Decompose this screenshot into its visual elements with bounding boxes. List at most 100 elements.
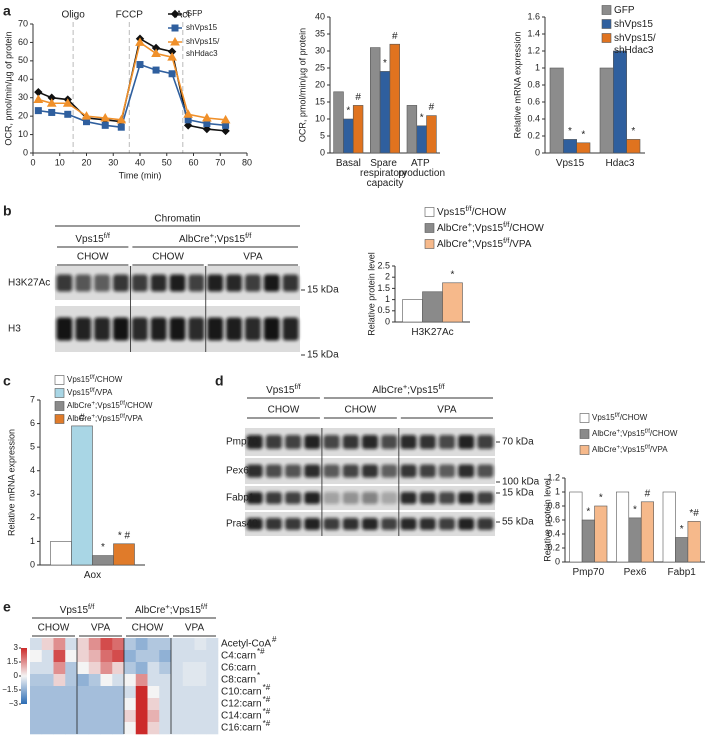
y-tick-label: 0.8 — [527, 79, 540, 89]
colorbar-tick-label: 0 — [14, 671, 19, 680]
blot-band — [361, 464, 379, 478]
genotype-label-part: f/f — [295, 382, 302, 391]
blot-band — [113, 274, 129, 292]
legend-label-part: /VPA — [125, 414, 143, 423]
heat-cell — [171, 698, 184, 711]
significance-mark: * — [586, 507, 590, 518]
genotype-label-part: ;Vps15 — [214, 234, 246, 245]
y-tick-label: 1.2 — [527, 45, 540, 55]
diet-label: CHOW — [152, 252, 184, 263]
blot-band — [438, 464, 455, 478]
heat-cell — [194, 710, 207, 723]
blot-band — [94, 317, 111, 341]
heat-cell — [147, 686, 160, 699]
heat-cell — [65, 698, 78, 711]
blot-band — [207, 317, 224, 341]
y-axis-label: OCR, pmol/min/µg of protein — [297, 28, 307, 142]
blot-row-label: Pras40 — [226, 519, 258, 530]
heat-cell — [135, 686, 148, 699]
blot-band — [304, 435, 321, 449]
bar — [402, 299, 423, 323]
y-tick-label: 0.4 — [527, 113, 540, 123]
y-tick-label: 0.4 — [547, 528, 560, 538]
blot-row-label: H3 — [8, 324, 21, 335]
heat-cell — [53, 638, 66, 651]
size-marker: 15 kDa — [307, 285, 339, 296]
blot-band — [419, 464, 436, 478]
point — [183, 109, 194, 118]
blot-band — [304, 464, 321, 478]
blot-band — [285, 435, 302, 449]
genotype-label: AlbCre+;Vps15f/f — [179, 231, 252, 245]
blot-band — [438, 492, 455, 504]
significance-mark: * — [451, 269, 455, 280]
annotation-label: Oligo — [61, 10, 85, 21]
genotype-label-part: ;Vps15 — [407, 385, 439, 396]
heat-cell — [159, 650, 172, 663]
y-axis-label: Relative protein level — [542, 478, 552, 562]
genotype-label-part: Vps15 — [75, 234, 104, 245]
bar — [626, 139, 641, 154]
point — [135, 37, 145, 46]
bar — [422, 291, 443, 323]
bar — [352, 105, 364, 154]
blot-band — [323, 464, 340, 478]
heat-cell — [194, 638, 207, 651]
x-tick-label-line: Fabp1 — [667, 567, 696, 578]
heat-cell — [112, 722, 125, 735]
significance-mark: * — [631, 126, 635, 137]
genotype-label: AlbCre+;Vps15f/f — [135, 602, 208, 616]
significance-mark: *# — [257, 647, 265, 656]
legend-label-part: /CHOW — [95, 375, 123, 384]
y-tick-label: 20 — [315, 79, 325, 89]
legend-label: Vps15f/f/CHOW — [67, 375, 123, 385]
point — [101, 121, 109, 129]
y-tick-label: 0 — [320, 147, 325, 157]
bar — [569, 491, 583, 563]
blot-band — [342, 435, 359, 449]
heat-cell — [182, 674, 195, 687]
genotype-label: AlbCre+;Vps15f/f — [372, 382, 445, 396]
blot-band — [75, 274, 92, 292]
heat-cell — [171, 650, 184, 663]
heat-cell — [100, 674, 113, 687]
blot-band — [265, 435, 282, 449]
legend-label: AlbCre+;Vps15f/f/CHOW — [437, 220, 544, 234]
point — [167, 52, 177, 61]
heat-cell — [53, 650, 66, 663]
blot-band — [94, 274, 111, 292]
size-marker: 15 kDa — [502, 488, 534, 499]
bar — [379, 71, 391, 154]
legend-swatch — [54, 388, 65, 398]
x-tick-label: Basal — [336, 158, 361, 169]
point — [220, 114, 231, 124]
bar — [613, 50, 627, 154]
heat-cell — [65, 710, 78, 723]
row-label: C10:carn — [221, 687, 262, 698]
heat-cell — [53, 674, 66, 687]
heat-cell — [206, 722, 219, 735]
heat-cell — [41, 698, 54, 711]
heat-cell — [100, 710, 113, 723]
legend-label-line: shVps15/ — [614, 33, 656, 44]
x-tick-label: 10 — [55, 157, 65, 167]
y-tick-label: 1.4 — [527, 28, 540, 38]
legend-label-part: f/f — [503, 236, 510, 245]
significance-mark: * — [101, 542, 105, 553]
legend-swatch — [54, 401, 65, 411]
annotation-label: FCCP — [116, 10, 144, 21]
genotype-label-part: AlbCre — [372, 385, 403, 396]
heat-cell — [182, 710, 195, 723]
x-tick-label-line: Basal — [336, 158, 361, 169]
heat-cell — [41, 638, 54, 651]
y-tick-label: 5 — [320, 130, 325, 140]
heat-cell — [171, 674, 184, 687]
legend-label-part: AlbCre — [67, 414, 92, 423]
legend-label-line: GFP — [614, 5, 635, 16]
significance-mark: *# — [263, 683, 271, 692]
legend-label-part: /CHOW — [650, 429, 678, 438]
bar — [442, 282, 463, 323]
significance-mark: # — [429, 102, 435, 113]
heat-cell — [135, 698, 148, 711]
legend-label: Vps15f/f/CHOW — [437, 204, 507, 218]
